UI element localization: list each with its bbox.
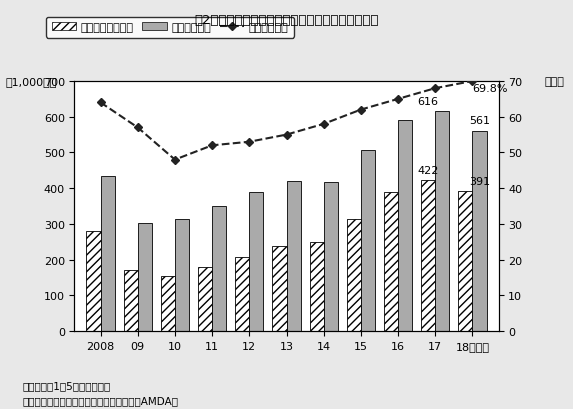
Bar [324,183,338,331]
Text: 図2　自動車ローンを利用した国内販売台数の推移: 図2 自動車ローンを利用した国内販売台数の推移 [194,14,379,27]
Bar [435,112,449,331]
Bar [286,182,301,331]
Bar [87,231,100,331]
Text: 561: 561 [469,116,490,126]
Text: 69.8%: 69.8% [473,84,508,94]
Text: 616: 616 [417,97,438,106]
Bar [212,207,226,331]
Bar [161,276,175,331]
Bar [175,219,189,331]
Bar [309,242,324,331]
Bar [100,176,115,331]
Text: （1,000台）: （1,000台） [6,77,57,87]
Bar [272,247,286,331]
Bar [421,181,435,331]
Bar [138,223,152,331]
Bar [347,219,361,331]
Bar [198,267,212,331]
Text: 391: 391 [469,177,490,187]
Bar [458,192,473,331]
Text: （出所）メキシコ自動車ディーラー協会（AMDA）: （出所）メキシコ自動車ディーラー協会（AMDA） [23,395,179,405]
Text: 422: 422 [417,166,438,175]
Text: （％）: （％） [544,77,564,87]
Legend: 自動車ローン利用, 国内販売全体, ローン利用率: 自動車ローン利用, 国内販売全体, ローン利用率 [46,18,294,38]
Bar [384,192,398,331]
Bar [473,131,486,331]
Bar [124,271,138,331]
Bar [398,120,412,331]
Text: （注）各年1～5月のデータ。: （注）各年1～5月のデータ。 [23,381,111,391]
Bar [235,257,249,331]
Bar [249,193,264,331]
Bar [361,151,375,331]
